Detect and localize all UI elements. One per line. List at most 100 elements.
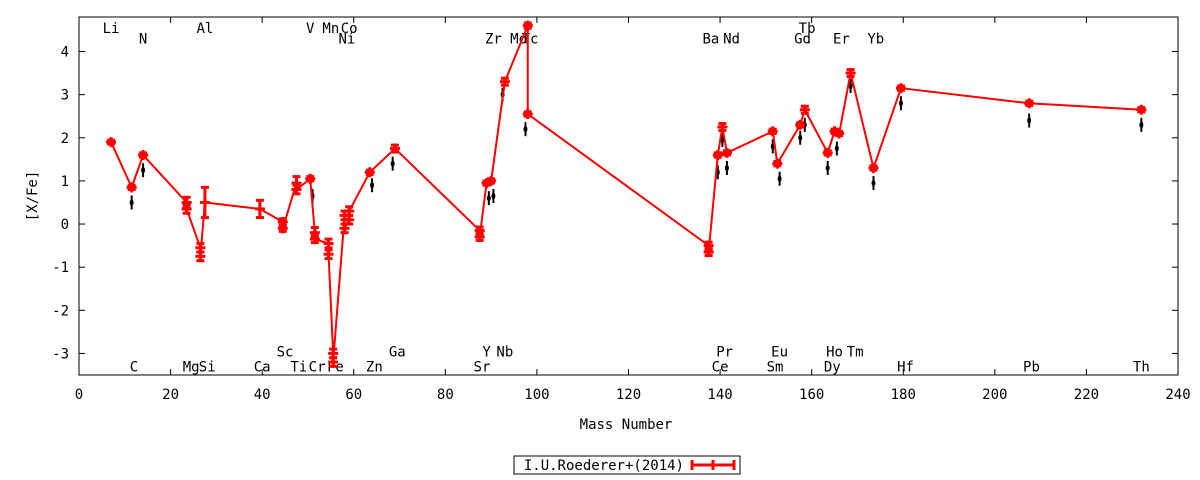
- data-point: [364, 167, 375, 178]
- data-point: [389, 143, 400, 154]
- data-point: [199, 185, 210, 220]
- element-label-ga: Ga: [389, 344, 406, 360]
- data-point: [323, 248, 334, 261]
- y-tick-label: -3: [52, 346, 69, 362]
- secondary-point: [724, 164, 729, 171]
- element-label-sr: Sr: [474, 359, 491, 375]
- element-label-mg: Mg: [183, 359, 200, 375]
- data-point: [138, 150, 149, 161]
- x-tick-label: 160: [799, 387, 824, 403]
- element-label-n: N: [139, 32, 147, 48]
- x-tick-label: 200: [982, 387, 1007, 403]
- element-label-gd: Gd: [794, 32, 811, 48]
- element-label-ni: Ni: [338, 32, 355, 48]
- element-label-v: V: [306, 21, 315, 37]
- x-tick-label: 140: [707, 387, 732, 403]
- x-tick-label: 20: [162, 387, 179, 403]
- axes: [78, 16, 1179, 376]
- element-label-tm: Tm: [847, 344, 864, 360]
- data-point: [717, 121, 728, 132]
- element-label-hf: Hf: [897, 359, 914, 375]
- data-point: [795, 119, 806, 130]
- data-point: [195, 250, 206, 263]
- ticks: 0 20 40 60 80 100 120 140 160 180 200 220 240 -3 -2 -1 0…: [52, 17, 1191, 403]
- data-point: [767, 126, 778, 137]
- y-tick-label: 0: [61, 217, 69, 233]
- element-label-y: Y: [482, 344, 491, 360]
- secondary-point: [871, 180, 876, 187]
- data-point: [868, 162, 879, 173]
- x-tick-label: 100: [524, 387, 549, 403]
- element-label-sm: Sm: [767, 359, 784, 375]
- element-label-tb: Tb: [799, 21, 816, 37]
- data-point: [254, 198, 265, 220]
- legend-label: I.U.Roederer+(2014): [524, 458, 684, 474]
- x-tick-label: 0: [75, 387, 83, 403]
- secondary-point: [898, 100, 903, 107]
- data-point: [486, 175, 497, 186]
- x-tick-label: 180: [891, 387, 916, 403]
- element-label-yb: Yb: [867, 32, 884, 48]
- secondary-point: [798, 134, 803, 141]
- data-point: [305, 173, 316, 184]
- secondary-point: [486, 195, 491, 202]
- secondary-point: [491, 193, 496, 199]
- element-label-cr: Cr: [309, 359, 326, 375]
- secondary-point: [129, 199, 134, 206]
- secondary-point: [834, 145, 839, 152]
- element-label-pr: Pr: [716, 344, 733, 360]
- element-label-zr: Zr: [485, 32, 502, 48]
- data-point: [339, 222, 350, 235]
- plot-frame: [78, 16, 1179, 376]
- element-label-ba: Ba: [702, 32, 719, 48]
- data-point: [712, 150, 723, 161]
- element-label-nd: Nd: [723, 32, 740, 48]
- y-tick-label: 1: [61, 174, 69, 190]
- element-label-ca: Ca: [254, 359, 271, 375]
- data-point: [323, 237, 334, 250]
- x-tick-label: 220: [1074, 387, 1099, 403]
- secondary-point: [848, 83, 853, 90]
- element-label-tc: Tc: [522, 32, 539, 48]
- series-roederer: [106, 20, 1147, 368]
- element-label-nb: Nb: [496, 344, 513, 360]
- legend-box: [513, 455, 741, 475]
- secondary-point: [370, 182, 375, 189]
- data-point: [522, 109, 533, 120]
- y-tick-label: 2: [61, 131, 69, 147]
- data-point: [277, 223, 288, 234]
- data-point: [845, 68, 856, 79]
- data-point: [344, 205, 355, 217]
- element-label-sc: Sc: [277, 344, 294, 360]
- data-point: [106, 137, 117, 148]
- data-point: [1136, 104, 1147, 115]
- element-label-c: C: [130, 359, 138, 375]
- element-label-ce: Ce: [712, 359, 729, 375]
- secondary-point: [825, 164, 830, 171]
- secondary-point: [777, 175, 782, 182]
- x-tick-label: 240: [1165, 387, 1190, 403]
- element-label-li: Li: [103, 21, 120, 37]
- y-axis-label: [X/Fe]: [25, 171, 41, 222]
- element-label-al: Al: [196, 21, 213, 37]
- element-label-pb: Pb: [1023, 359, 1040, 375]
- legend: I.U.Roederer+(2014): [513, 455, 741, 475]
- element-label-ho: Ho: [826, 344, 843, 360]
- secondary-point: [1027, 117, 1032, 124]
- data-point: [834, 128, 845, 139]
- element-label-th: Th: [1133, 359, 1150, 375]
- data-point: [703, 247, 714, 258]
- element-label-ti: Ti: [290, 359, 307, 375]
- data-point: [291, 183, 302, 196]
- y-tick-label: -1: [52, 260, 69, 276]
- x-tick-label: 60: [345, 387, 362, 403]
- data-point: [721, 147, 732, 158]
- data-point: [126, 182, 137, 193]
- secondary-point: [1139, 121, 1144, 128]
- data-point: [328, 356, 339, 368]
- data-point: [499, 76, 510, 87]
- data-point: [474, 231, 485, 242]
- data-point: [181, 203, 192, 215]
- element-label-er: Er: [833, 32, 850, 48]
